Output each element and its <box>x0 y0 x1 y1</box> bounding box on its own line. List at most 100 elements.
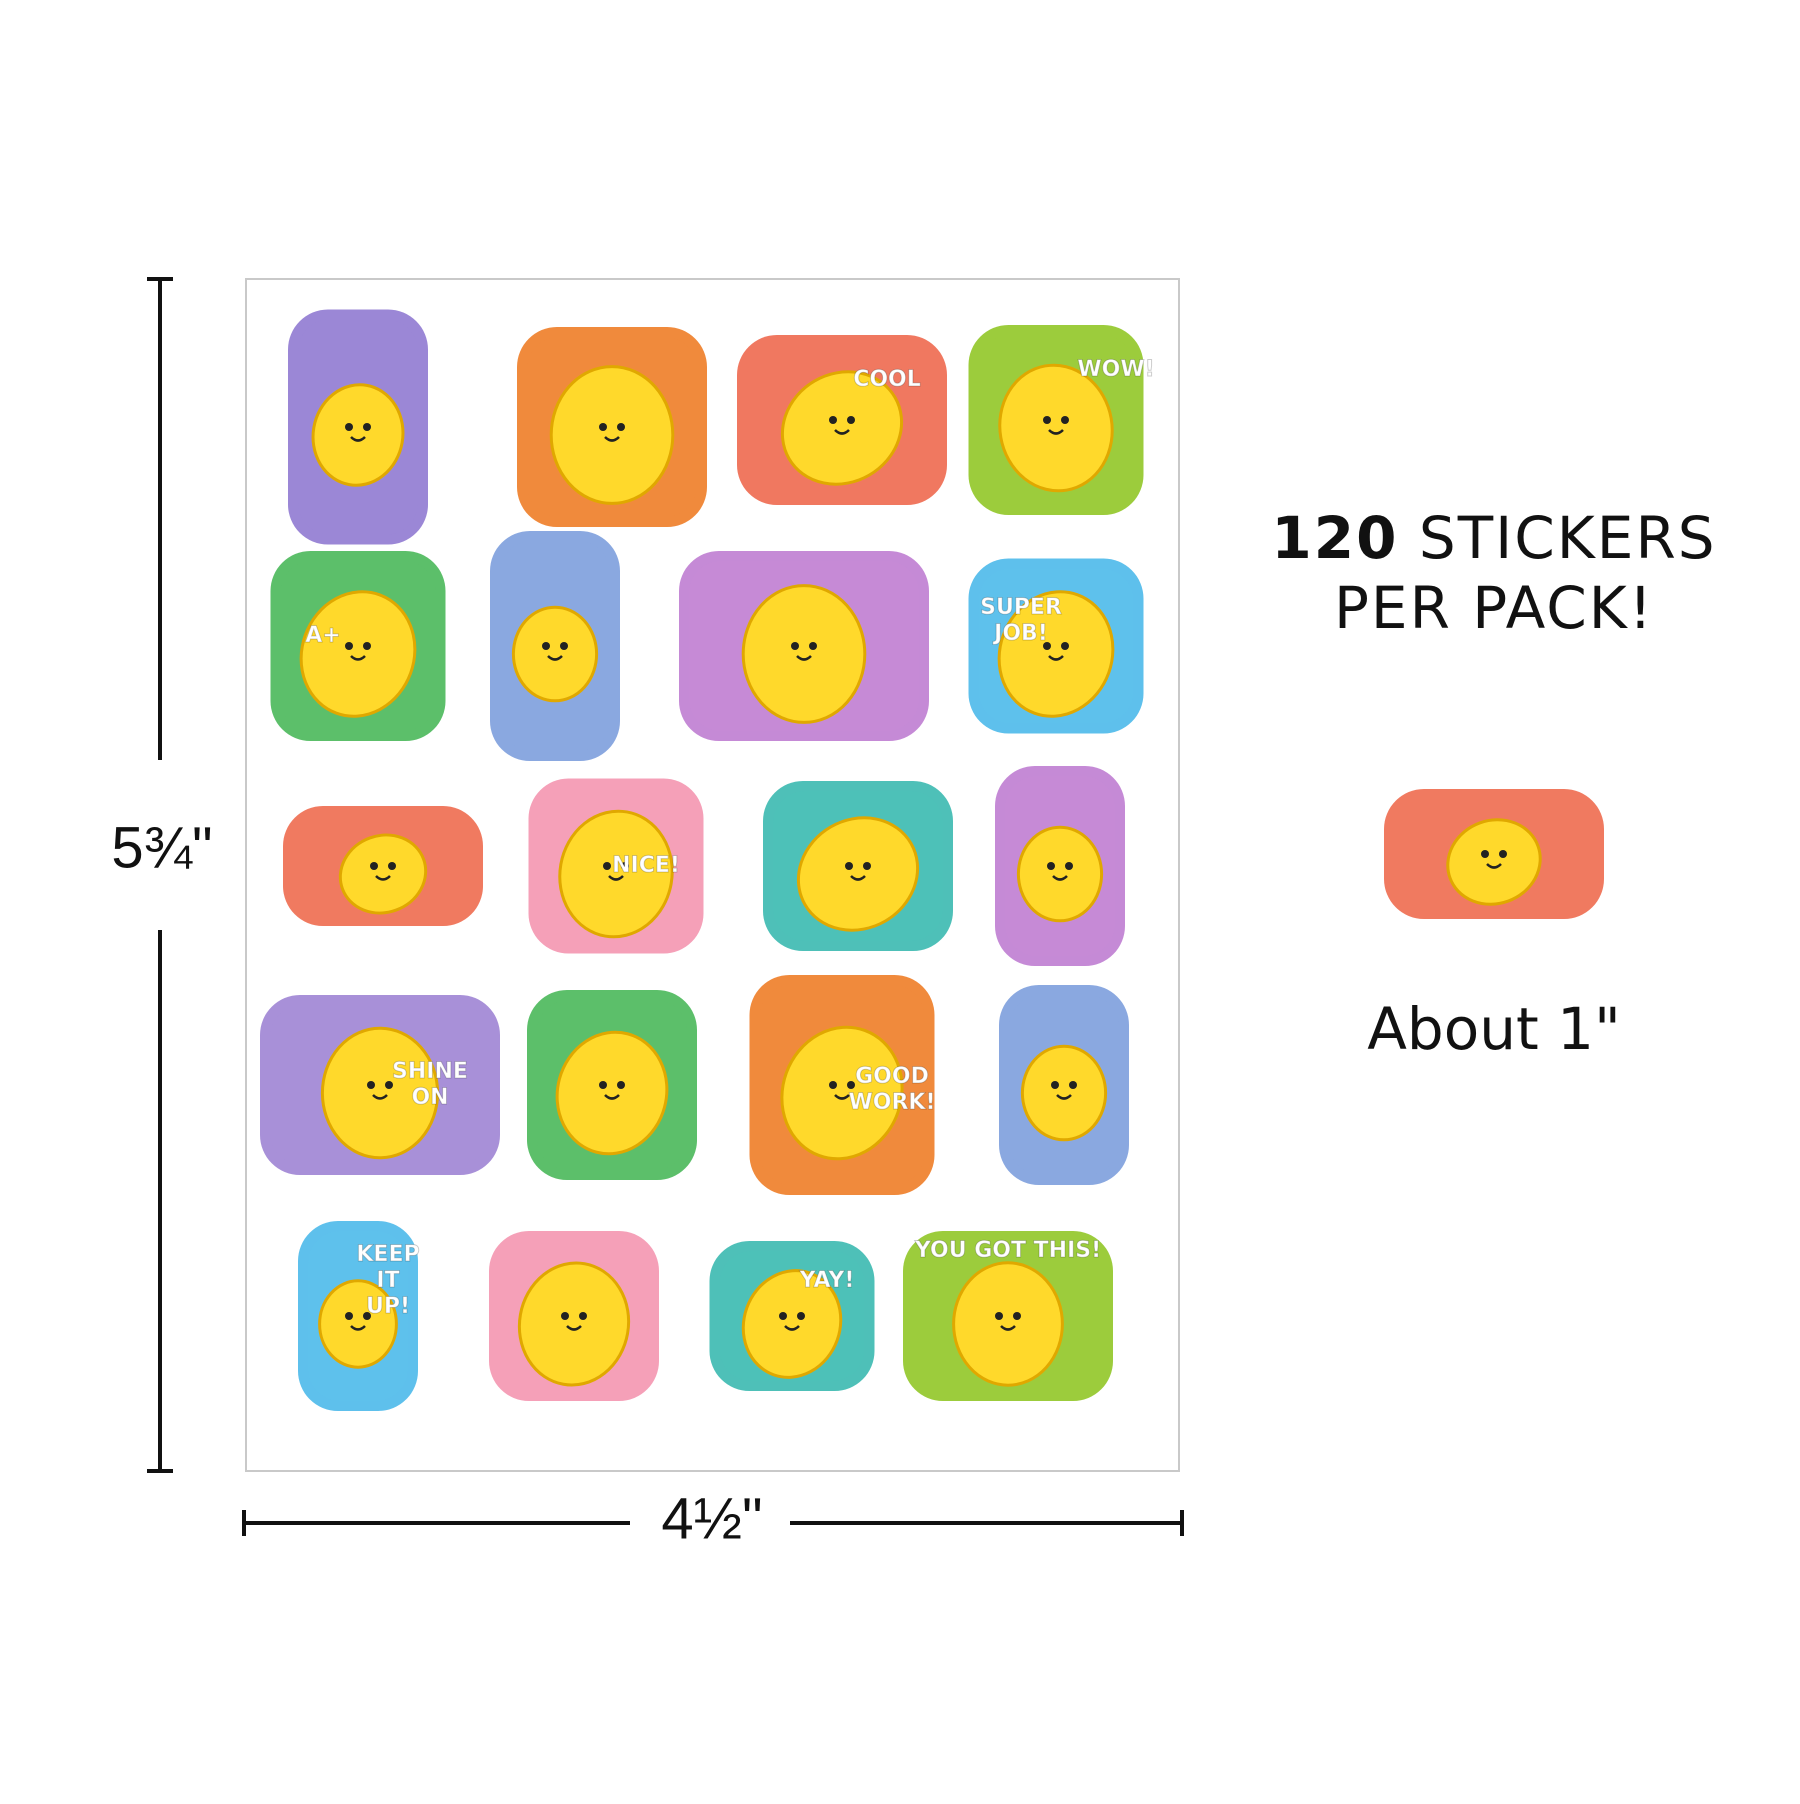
banana <box>558 809 674 939</box>
smile <box>834 429 850 435</box>
banana <box>998 363 1114 493</box>
eye <box>1013 1312 1021 1320</box>
eye <box>367 1081 375 1089</box>
eye <box>847 1081 855 1089</box>
height-dimension: 5¾" <box>111 277 213 1473</box>
sticker-text: COOL <box>853 367 921 392</box>
banana <box>338 833 428 915</box>
sticker <box>489 1231 659 1401</box>
eye <box>829 1081 837 1089</box>
banana <box>780 370 904 486</box>
banana <box>780 1025 904 1161</box>
eye <box>599 423 607 431</box>
sticker <box>679 551 929 741</box>
eye <box>829 416 837 424</box>
sticker: A+ <box>270 551 446 741</box>
eye <box>1047 862 1055 870</box>
eye <box>345 642 353 650</box>
smile <box>1486 863 1502 869</box>
eye <box>560 642 568 650</box>
eye <box>621 862 629 870</box>
smile <box>1056 1094 1072 1100</box>
eye <box>797 1312 805 1320</box>
sticker <box>490 531 620 761</box>
banana <box>1020 1044 1108 1142</box>
banana <box>997 590 1115 718</box>
banana <box>555 1030 669 1156</box>
sticker-text: NICE! <box>612 853 680 878</box>
banana <box>320 1026 440 1160</box>
sticker: NICE! <box>528 778 704 954</box>
sticker-text: KEEP <box>356 1242 419 1267</box>
eye <box>1043 642 1051 650</box>
eye <box>1499 850 1507 858</box>
sticker-text: SHINE <box>392 1059 468 1084</box>
sticker <box>288 309 428 545</box>
eye <box>388 862 396 870</box>
sample-sticker <box>1384 789 1604 919</box>
eye <box>617 1081 625 1089</box>
banana <box>299 590 417 718</box>
headline-line2: PER PACK! <box>1334 574 1654 642</box>
sticker <box>999 985 1129 1185</box>
banana <box>549 365 675 505</box>
smile <box>784 1325 800 1331</box>
sticker: COOL <box>737 335 947 505</box>
sticker-text: WOW! <box>1077 357 1154 382</box>
smile <box>566 1325 582 1331</box>
eye <box>599 1081 607 1089</box>
smile <box>372 1094 388 1100</box>
smile <box>547 655 563 661</box>
eye <box>1065 862 1073 870</box>
count: 120 <box>1271 504 1398 572</box>
eye <box>847 416 855 424</box>
eye <box>845 862 853 870</box>
banana <box>741 1269 843 1379</box>
width-dimension: 4½" <box>242 1486 1184 1551</box>
sticker: YOU GOT THIS! <box>903 1231 1113 1401</box>
banana <box>517 1261 631 1387</box>
sticker: WOW! <box>968 325 1155 515</box>
banana <box>511 605 599 703</box>
eye <box>1051 1081 1059 1089</box>
eye <box>779 1312 787 1320</box>
sticker-text: ON <box>411 1085 448 1110</box>
eye <box>863 862 871 870</box>
sticker-text: SUPER <box>980 595 1062 620</box>
eye <box>1043 416 1051 424</box>
eye <box>995 1312 1003 1320</box>
smile <box>1052 875 1068 881</box>
label: STICKERS <box>1419 504 1717 572</box>
eye <box>1061 416 1069 424</box>
sticker: YAY! <box>709 1241 875 1391</box>
sticker-text: YOU GOT THIS! <box>914 1238 1101 1263</box>
eye <box>603 862 611 870</box>
sticker-text: UP! <box>366 1294 410 1319</box>
sticker <box>517 327 707 527</box>
smile <box>350 1325 366 1331</box>
banana <box>1016 825 1104 923</box>
sticker-text: JOB! <box>992 621 1048 646</box>
width-label: 4½" <box>661 1486 762 1551</box>
smile <box>608 875 624 881</box>
sample-caption: About 1" <box>1367 995 1621 1063</box>
smile <box>350 436 366 442</box>
sticker-text: WORK! <box>849 1090 936 1115</box>
eye <box>561 1312 569 1320</box>
banana <box>796 816 920 932</box>
eye <box>791 642 799 650</box>
eye <box>345 423 353 431</box>
sticker <box>527 990 697 1180</box>
banana <box>311 383 405 487</box>
sticker-text: YAY! <box>799 1268 855 1293</box>
smile <box>604 1094 620 1100</box>
eye <box>542 642 550 650</box>
smile <box>796 655 812 661</box>
banana <box>952 1261 1064 1387</box>
